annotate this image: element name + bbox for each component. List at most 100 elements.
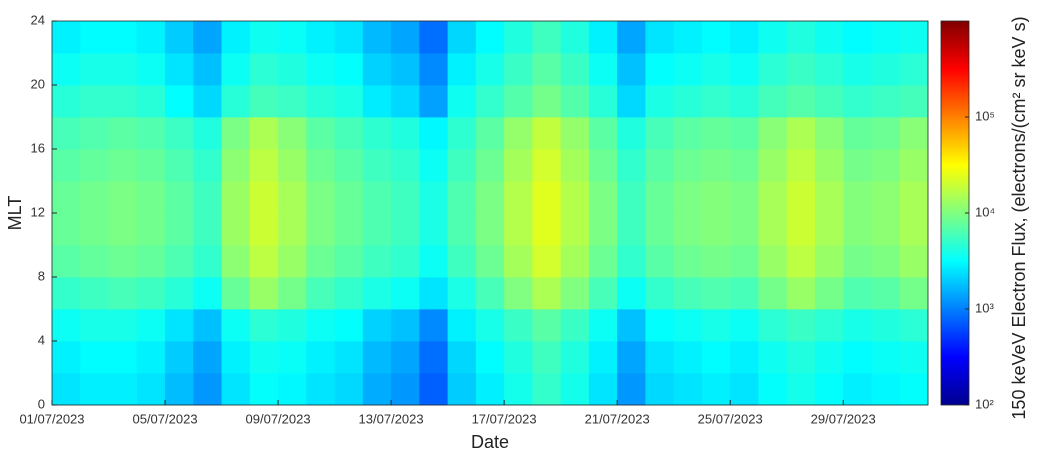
x-tick-label: 29/07/2023 xyxy=(811,411,876,426)
heatmap-cell xyxy=(221,149,251,182)
heatmap-cell xyxy=(843,245,872,278)
y-tick-label: 16 xyxy=(31,140,45,155)
heatmap-cell xyxy=(588,21,618,54)
heatmap-cell xyxy=(278,149,307,182)
heatmap-cell xyxy=(391,213,420,246)
heatmap-cell xyxy=(249,149,279,182)
heatmap-cell xyxy=(645,53,675,86)
heatmap-cell xyxy=(645,181,675,214)
heatmap-cell xyxy=(475,213,505,246)
heatmap-cell xyxy=(108,53,138,86)
heatmap-cell xyxy=(306,245,335,278)
heatmap-cell xyxy=(871,277,901,310)
heatmap-cell xyxy=(645,309,675,342)
heatmap-cell xyxy=(871,245,901,278)
heatmap-cell xyxy=(532,85,562,118)
heatmap-cell xyxy=(504,149,533,182)
heatmap-cell xyxy=(306,149,335,182)
heatmap-cell xyxy=(475,117,505,150)
heatmap-cell xyxy=(899,53,929,86)
heatmap-cell xyxy=(193,277,222,310)
heatmap-cell xyxy=(504,181,533,214)
heatmap-cell xyxy=(136,117,166,150)
heatmap-cell xyxy=(165,181,194,214)
heatmap-cell xyxy=(588,149,618,182)
y-tick-label: 0 xyxy=(38,396,45,411)
heatmap-cell xyxy=(221,117,251,150)
heatmap-cell xyxy=(843,309,872,342)
heatmap-cell xyxy=(504,245,533,278)
heatmap-cell xyxy=(588,117,618,150)
heatmap-cell xyxy=(701,181,731,214)
heatmap-cell xyxy=(532,373,562,406)
heatmap-cell xyxy=(730,245,759,278)
heatmap-cell xyxy=(730,373,759,406)
heatmap-cell xyxy=(362,213,392,246)
heatmap-cell xyxy=(673,277,703,310)
heatmap-cell xyxy=(391,53,420,86)
heatmap-cell xyxy=(52,213,81,246)
heatmap-cell xyxy=(871,21,901,54)
heatmap-cell xyxy=(419,341,449,374)
heatmap-cell xyxy=(786,309,816,342)
heatmap-cell xyxy=(165,117,194,150)
heatmap-cell xyxy=(560,117,590,150)
heatmap-cell xyxy=(504,341,533,374)
heatmap-cell xyxy=(419,277,449,310)
heatmap-cell xyxy=(419,213,449,246)
heatmap-cell xyxy=(673,341,703,374)
heatmap-cell xyxy=(814,277,844,310)
heatmap-cell xyxy=(334,341,364,374)
heatmap-cell xyxy=(645,149,675,182)
heatmap-cell xyxy=(165,149,194,182)
heatmap-cell xyxy=(447,213,477,246)
heatmap-cell xyxy=(560,181,590,214)
heatmap-cell xyxy=(391,85,420,118)
colorbar-tick-label: 10² xyxy=(975,396,994,411)
heatmap-cell xyxy=(504,309,533,342)
heatmap-cell xyxy=(532,181,562,214)
heatmap-cell xyxy=(814,117,844,150)
heatmap-cell xyxy=(447,21,477,54)
x-tick-label: 17/07/2023 xyxy=(472,411,537,426)
heatmap-cell xyxy=(447,181,477,214)
heatmap-cell xyxy=(136,341,166,374)
heatmap-cell xyxy=(249,309,279,342)
heatmap-cell xyxy=(786,21,816,54)
heatmap-cell xyxy=(814,341,844,374)
heatmap-cell xyxy=(221,53,251,86)
heatmap-cell xyxy=(588,277,618,310)
heatmap-cells xyxy=(52,21,929,406)
heatmap-cell xyxy=(814,373,844,406)
y-tick-label: 8 xyxy=(38,268,45,283)
heatmap-cell xyxy=(814,309,844,342)
heatmap-cell xyxy=(730,213,759,246)
heatmap-cell xyxy=(193,245,222,278)
heatmap-cell xyxy=(871,309,901,342)
heatmap-cell xyxy=(334,309,364,342)
heatmap-cell xyxy=(80,117,109,150)
heatmap-cell xyxy=(701,21,731,54)
heatmap-cell xyxy=(475,85,505,118)
heatmap-cell xyxy=(560,149,590,182)
heatmap-cell xyxy=(108,149,138,182)
heatmap-cell xyxy=(52,53,81,86)
heatmap-cell xyxy=(108,213,138,246)
heatmap-cell xyxy=(419,373,449,406)
heatmap-cell xyxy=(334,213,364,246)
heatmap-cell xyxy=(645,85,675,118)
heatmap-cell xyxy=(588,181,618,214)
heatmap-cell xyxy=(899,373,929,406)
y-tick-label: 24 xyxy=(31,12,45,27)
heatmap-cell xyxy=(278,117,307,150)
heatmap-cell xyxy=(221,181,251,214)
heatmap-cell xyxy=(362,309,392,342)
heatmap-cell xyxy=(730,341,759,374)
heatmap-cell xyxy=(391,181,420,214)
heatmap-cell xyxy=(532,21,562,54)
heatmap-cell xyxy=(701,53,731,86)
heatmap-cell xyxy=(475,53,505,86)
heatmap-cell xyxy=(419,117,449,150)
heatmap-cell xyxy=(560,341,590,374)
heatmap-cell xyxy=(165,277,194,310)
